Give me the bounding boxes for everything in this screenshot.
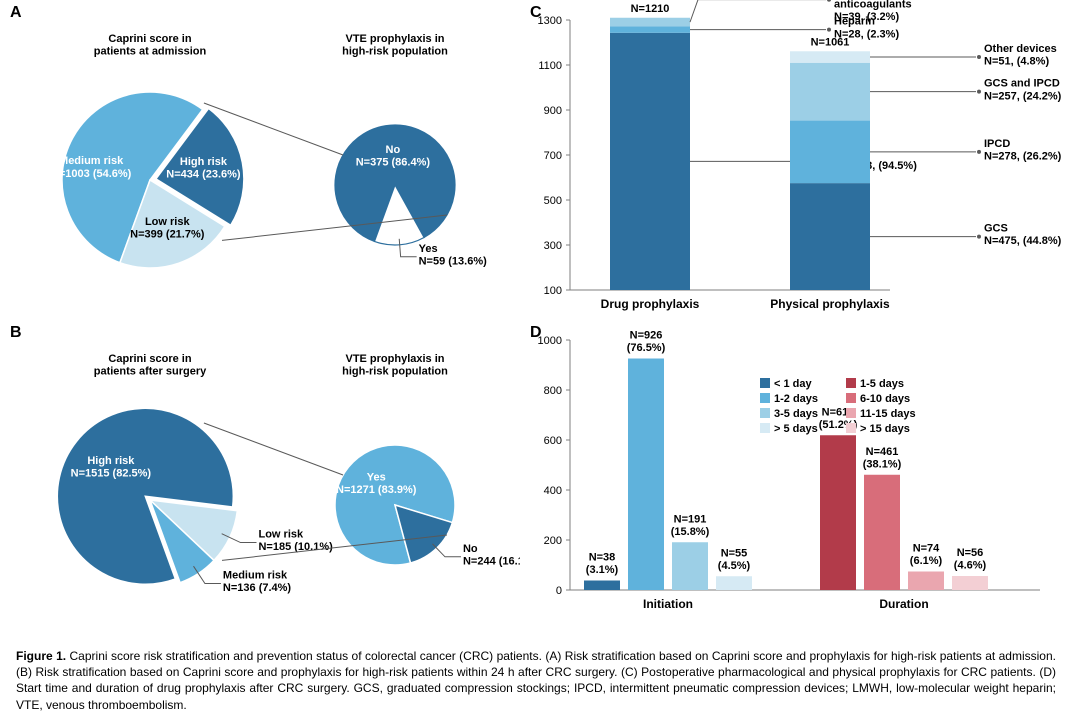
svg-text:700: 700 <box>544 150 562 162</box>
svg-text:3-5 days: 3-5 days <box>774 408 818 420</box>
svg-text:N=1061: N=1061 <box>811 36 850 48</box>
svg-text:Caprini score inpatients at ad: Caprini score inpatients at admission <box>94 33 207 58</box>
svg-text:N=56(4.6%): N=56(4.6%) <box>954 547 987 572</box>
svg-text:VTE prophylaxis inhigh-risk po: VTE prophylaxis inhigh-risk population <box>342 353 448 378</box>
stacked-segment <box>790 121 870 184</box>
svg-text:200: 200 <box>544 535 562 547</box>
svg-text:OtheranticoagulantsN=39, (3.2%: OtheranticoagulantsN=39, (3.2%) <box>834 0 912 23</box>
svg-text:N=1210: N=1210 <box>631 3 670 15</box>
svg-text:800: 800 <box>544 385 562 397</box>
stacked-segment <box>610 18 690 27</box>
bar <box>864 475 900 590</box>
svg-text:400: 400 <box>544 485 562 497</box>
stacked-segment <box>790 51 870 62</box>
svg-text:Drug prophylaxis: Drug prophylaxis <box>601 297 700 311</box>
svg-text:Medium riskN=136 (7.4%): Medium riskN=136 (7.4%) <box>223 570 292 595</box>
panel-letter-d: D <box>530 324 542 342</box>
svg-text:1-2 days: 1-2 days <box>774 393 818 405</box>
svg-text:Duration: Duration <box>879 597 928 611</box>
svg-text:N=55(4.5%): N=55(4.5%) <box>718 547 751 572</box>
svg-text:N=926(76.5%): N=926(76.5%) <box>627 330 666 355</box>
svg-text:Initiation: Initiation <box>643 597 693 611</box>
svg-text:GCS and IPCDN=257, (24.2%): GCS and IPCDN=257, (24.2%) <box>984 78 1062 103</box>
bar <box>584 581 620 591</box>
caption-text: Caprini score risk stratification and pr… <box>16 649 1056 712</box>
panel-letter-c: C <box>530 4 542 22</box>
svg-text:N=38(3.1%): N=38(3.1%) <box>586 552 619 577</box>
panel-letter-b: B <box>10 324 22 342</box>
panel-b-chart: Caprini score inpatients after surgeryHi… <box>0 320 520 640</box>
svg-text:900: 900 <box>544 105 562 117</box>
svg-text:600: 600 <box>544 435 562 447</box>
panel-a: A Caprini score inpatients at admission M… <box>0 0 520 320</box>
svg-text:6-10 days: 6-10 days <box>860 393 910 405</box>
figure-caption: Figure 1. Caprini score risk stratificat… <box>0 640 1072 725</box>
bar <box>952 576 988 590</box>
svg-text:YesN=59 (13.6%): YesN=59 (13.6%) <box>419 243 488 268</box>
svg-text:0: 0 <box>556 585 562 597</box>
svg-text:> 5 days: > 5 days <box>774 423 818 435</box>
svg-text:1100: 1100 <box>538 60 562 72</box>
panel-b: B Caprini score inpatients after surgery… <box>0 320 520 640</box>
bar <box>716 576 752 590</box>
svg-text:Physical prophylaxis: Physical prophylaxis <box>770 297 890 311</box>
svg-text:Medium riskN=1003 (54.6%): Medium riskN=1003 (54.6%) <box>51 155 132 180</box>
panel-a-chart: Caprini score inpatients at admission Med… <box>0 0 520 320</box>
bar <box>628 359 664 591</box>
panel-letter-a: A <box>10 4 22 22</box>
stacked-segment <box>610 27 690 33</box>
svg-text:IPCDN=278, (26.2%): IPCDN=278, (26.2%) <box>984 138 1062 163</box>
svg-text:Other devicesN=51, (4.8%): Other devicesN=51, (4.8%) <box>984 43 1057 68</box>
panel-d-chart: 02004006008001000N=38(3.1%)N=926(76.5%)N… <box>520 320 1072 640</box>
figure-1: A Caprini score inpatients at admission M… <box>0 0 1072 640</box>
svg-text:N=74(6.1%): N=74(6.1%) <box>910 543 943 568</box>
svg-text:Caprini score inpatients after: Caprini score inpatients after surgery <box>94 353 207 378</box>
bar <box>672 542 708 590</box>
svg-text:NoN=244 (16.1%): NoN=244 (16.1%) <box>463 543 520 568</box>
svg-text:1-5 days: 1-5 days <box>860 378 904 390</box>
panel-d: D 02004006008001000N=38(3.1%)N=926(76.5%… <box>520 320 1072 640</box>
svg-text:11-15 days: 11-15 days <box>860 408 916 420</box>
svg-text:100: 100 <box>544 285 562 297</box>
stacked-segment <box>610 33 690 290</box>
svg-text:500: 500 <box>544 195 562 207</box>
panel-c: C 10030050070090011001300N=1210Drug prop… <box>520 0 1072 320</box>
svg-text:VTE prophylaxis inhigh-risk po: VTE prophylaxis inhigh-risk population <box>342 33 448 58</box>
caption-lead: Figure 1. <box>16 649 66 663</box>
stacked-segment <box>790 63 870 121</box>
svg-text:N=191(15.8%): N=191(15.8%) <box>671 513 710 538</box>
bar <box>820 435 856 590</box>
svg-text:GCSN=475, (44.8%): GCSN=475, (44.8%) <box>984 223 1062 248</box>
svg-text:< 1 day: < 1 day <box>774 378 812 390</box>
bar <box>908 572 944 591</box>
svg-text:N=461(38.1%): N=461(38.1%) <box>863 446 902 471</box>
stacked-segment <box>790 183 870 290</box>
svg-text:300: 300 <box>544 240 562 252</box>
panel-c-chart: 10030050070090011001300N=1210Drug prophy… <box>520 0 1072 320</box>
svg-text:> 15 days: > 15 days <box>860 423 910 435</box>
